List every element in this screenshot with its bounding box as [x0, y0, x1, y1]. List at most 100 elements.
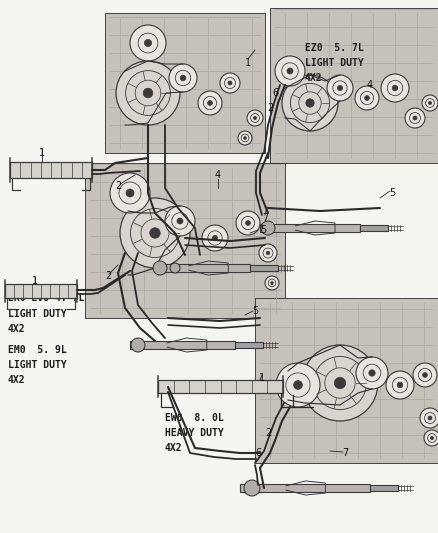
Circle shape: [110, 173, 150, 213]
Circle shape: [427, 434, 436, 442]
Circle shape: [130, 25, 166, 61]
Circle shape: [355, 86, 379, 110]
Text: 2: 2: [105, 271, 111, 281]
Circle shape: [302, 345, 378, 421]
Circle shape: [169, 64, 197, 92]
Circle shape: [387, 80, 403, 96]
Text: 4X2: 4X2: [305, 73, 323, 83]
Circle shape: [337, 85, 343, 91]
Circle shape: [293, 381, 302, 390]
Text: 2: 2: [265, 428, 271, 438]
Bar: [260, 224, 360, 232]
Circle shape: [141, 219, 169, 247]
Circle shape: [241, 134, 249, 142]
Circle shape: [225, 77, 236, 88]
Circle shape: [381, 74, 409, 102]
Bar: [370, 485, 398, 491]
Text: 4X2: 4X2: [8, 375, 26, 385]
Circle shape: [397, 382, 403, 388]
Circle shape: [212, 236, 218, 240]
Circle shape: [153, 261, 167, 275]
Bar: [5, 284, 77, 298]
Circle shape: [327, 75, 353, 101]
Circle shape: [287, 68, 293, 74]
Circle shape: [286, 373, 310, 397]
Text: 1: 1: [39, 148, 45, 158]
Circle shape: [266, 251, 270, 255]
Circle shape: [120, 198, 190, 268]
Circle shape: [131, 338, 145, 352]
Circle shape: [131, 208, 180, 257]
Circle shape: [177, 218, 183, 224]
Circle shape: [143, 88, 153, 98]
Circle shape: [150, 228, 160, 238]
Text: 5: 5: [260, 225, 266, 235]
Text: EZ0  5. 7L: EZ0 5. 7L: [305, 43, 364, 53]
Circle shape: [244, 136, 247, 140]
Circle shape: [392, 85, 398, 91]
Bar: [155, 264, 250, 272]
Circle shape: [426, 99, 434, 108]
Text: 7: 7: [342, 448, 348, 458]
Circle shape: [265, 276, 279, 290]
Circle shape: [241, 216, 254, 230]
Circle shape: [275, 56, 305, 86]
Circle shape: [208, 231, 222, 245]
Bar: [158, 380, 283, 393]
Circle shape: [363, 364, 381, 382]
Circle shape: [246, 221, 251, 225]
Circle shape: [220, 73, 240, 93]
Text: 4: 4: [215, 170, 221, 180]
Circle shape: [261, 221, 275, 235]
Text: 5: 5: [252, 306, 258, 316]
Text: EW0  8. 0L: EW0 8. 0L: [165, 413, 224, 423]
Circle shape: [236, 211, 260, 235]
Circle shape: [424, 413, 435, 424]
Text: 4X2: 4X2: [165, 443, 183, 453]
Circle shape: [356, 357, 388, 389]
Bar: [130, 341, 235, 349]
Text: LIGHT DUTY: LIGHT DUTY: [8, 309, 67, 319]
Circle shape: [282, 75, 338, 131]
Circle shape: [386, 371, 414, 399]
Circle shape: [247, 110, 263, 126]
Circle shape: [238, 131, 252, 145]
Circle shape: [276, 363, 320, 407]
Circle shape: [423, 373, 427, 377]
Circle shape: [325, 368, 355, 398]
Circle shape: [198, 91, 222, 115]
Circle shape: [126, 189, 134, 197]
Circle shape: [244, 480, 260, 496]
Circle shape: [306, 99, 314, 107]
Text: 4: 4: [367, 80, 373, 90]
Circle shape: [263, 248, 273, 258]
Circle shape: [314, 357, 367, 409]
Bar: [105, 13, 265, 153]
Text: 6: 6: [272, 88, 278, 98]
Circle shape: [180, 75, 186, 81]
Circle shape: [208, 101, 212, 106]
Circle shape: [420, 408, 438, 428]
Circle shape: [165, 206, 195, 236]
Circle shape: [364, 95, 369, 100]
Circle shape: [333, 81, 347, 95]
Circle shape: [360, 91, 374, 104]
Bar: [270, 8, 438, 163]
Text: EM0  5. 9L: EM0 5. 9L: [8, 345, 67, 355]
Circle shape: [422, 95, 438, 111]
Bar: [360, 225, 388, 231]
Text: 2: 2: [115, 181, 121, 191]
Circle shape: [413, 363, 437, 387]
Circle shape: [203, 96, 217, 110]
Circle shape: [170, 263, 180, 273]
Circle shape: [259, 244, 277, 262]
Circle shape: [172, 213, 188, 229]
Circle shape: [282, 63, 298, 79]
Circle shape: [251, 114, 259, 123]
Bar: [250, 265, 278, 271]
Circle shape: [392, 377, 408, 393]
Circle shape: [135, 80, 161, 106]
Circle shape: [410, 112, 420, 124]
Circle shape: [424, 430, 438, 446]
Text: 1: 1: [245, 58, 251, 68]
